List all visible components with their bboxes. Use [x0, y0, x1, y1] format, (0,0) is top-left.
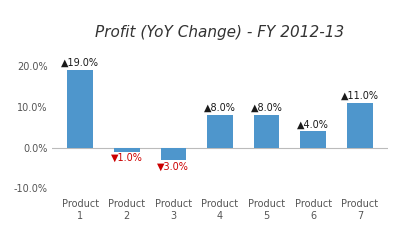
- Bar: [207, 115, 233, 147]
- Bar: [67, 70, 93, 147]
- Text: ▼1.0%: ▼1.0%: [111, 153, 143, 163]
- Bar: [160, 147, 186, 160]
- Text: ▲11.0%: ▲11.0%: [341, 91, 379, 101]
- Text: ▲4.0%: ▲4.0%: [297, 119, 329, 130]
- Bar: [300, 131, 326, 147]
- Bar: [114, 147, 140, 152]
- Bar: [254, 115, 280, 147]
- Title: Profit (YoY Change) - FY 2012-13: Profit (YoY Change) - FY 2012-13: [95, 25, 345, 40]
- Text: ▲8.0%: ▲8.0%: [251, 103, 282, 113]
- Bar: [347, 103, 373, 147]
- Text: ▲19.0%: ▲19.0%: [61, 58, 99, 68]
- Text: ▲8.0%: ▲8.0%: [204, 103, 236, 113]
- Text: ▼3.0%: ▼3.0%: [158, 162, 189, 171]
